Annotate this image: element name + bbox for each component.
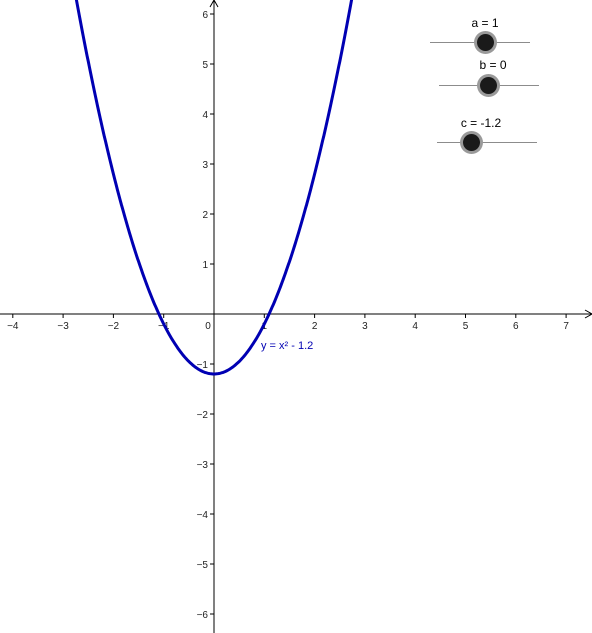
x-tick-label: 4 bbox=[412, 321, 418, 332]
x-tick-label: 2 bbox=[312, 321, 318, 332]
y-tick-label: −4 bbox=[197, 510, 209, 521]
x-tick-label: −2 bbox=[108, 321, 120, 332]
x-tick-label: 5 bbox=[463, 321, 469, 332]
slider-c[interactable]: c = -1.2 bbox=[421, 114, 541, 154]
y-tick-label: −1 bbox=[197, 360, 209, 371]
slider-a-knob[interactable] bbox=[477, 34, 494, 51]
slider-b[interactable]: b = 0 bbox=[433, 56, 553, 96]
slider-a[interactable]: a = 1 bbox=[425, 14, 545, 54]
slider-a-label: a = 1 bbox=[471, 16, 499, 30]
y-tick-label: −5 bbox=[197, 560, 209, 571]
y-axis-arrow-icon bbox=[209, 0, 219, 8]
slider-c-track[interactable] bbox=[437, 142, 537, 143]
slider-b-label: b = 0 bbox=[479, 58, 507, 72]
x-axis-arrow-icon bbox=[584, 309, 592, 319]
x-tick-label: 0 bbox=[205, 321, 211, 332]
slider-b-knob[interactable] bbox=[480, 77, 497, 94]
x-tick-label: 3 bbox=[362, 321, 368, 332]
y-tick-label: 4 bbox=[202, 110, 208, 121]
y-tick-label: 5 bbox=[202, 60, 208, 71]
x-tick-label: 7 bbox=[563, 321, 569, 332]
slider-c-label: c = -1.2 bbox=[460, 116, 502, 130]
y-tick-label: −3 bbox=[197, 460, 209, 471]
slider-c-knob[interactable] bbox=[463, 134, 480, 151]
y-tick-label: 6 bbox=[202, 10, 208, 21]
x-tick-label: 6 bbox=[513, 321, 519, 332]
y-tick-label: −6 bbox=[197, 610, 209, 621]
x-tick-label: −3 bbox=[57, 321, 69, 332]
y-tick-label: 2 bbox=[202, 210, 208, 221]
function-label: y = x² - 1.2 bbox=[261, 340, 313, 352]
parabola-curve[interactable] bbox=[63, 0, 364, 376]
y-tick-label: −2 bbox=[197, 410, 209, 421]
y-tick-label: 3 bbox=[202, 160, 208, 171]
x-tick-label: −4 bbox=[7, 321, 19, 332]
y-tick-label: 1 bbox=[202, 260, 208, 271]
